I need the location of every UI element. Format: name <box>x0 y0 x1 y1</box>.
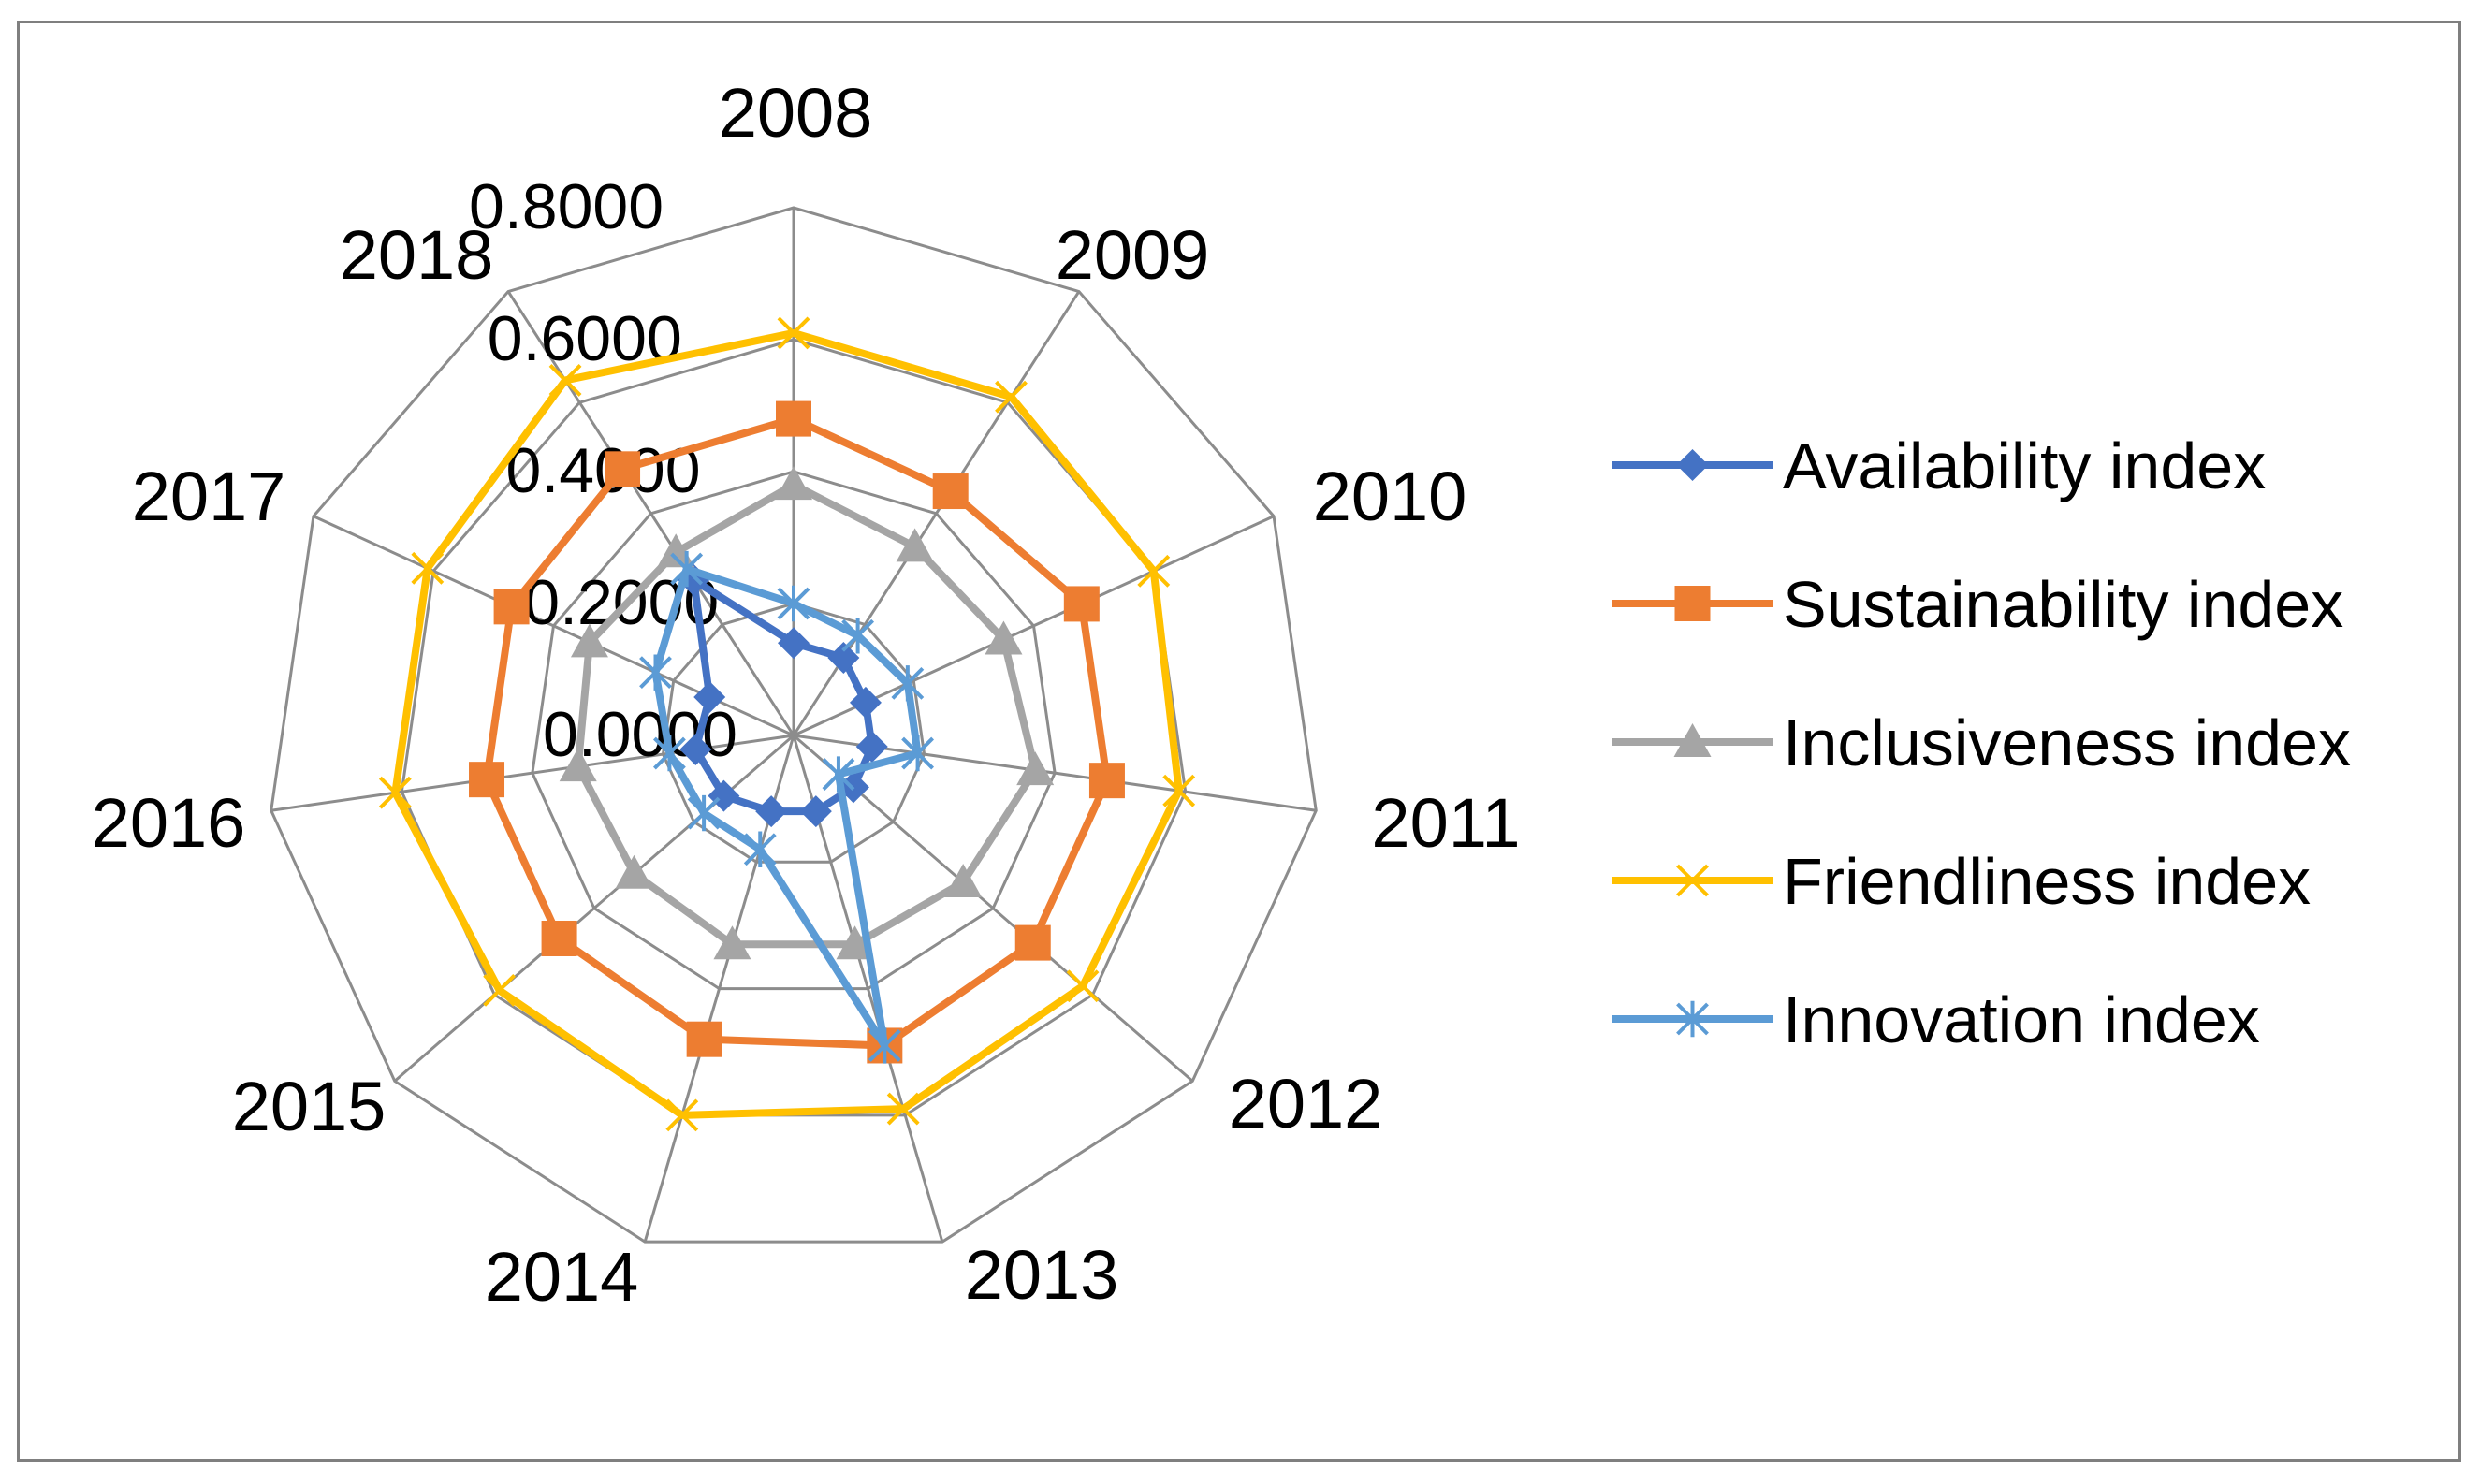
radar-series <box>378 316 1196 1132</box>
series-point <box>639 654 672 691</box>
tick-label: 0.8000 <box>469 171 664 242</box>
series-point <box>1066 969 1100 1003</box>
series-point <box>775 466 812 501</box>
series-point <box>985 620 1023 655</box>
series-point <box>665 1098 699 1132</box>
category-label: 2016 <box>92 784 246 862</box>
series-point <box>743 831 777 867</box>
legend-label: Inclusiveness index <box>1783 706 2351 779</box>
series-point <box>693 680 726 713</box>
series-point <box>777 585 810 622</box>
series-point <box>827 641 860 674</box>
series-point <box>652 735 686 772</box>
legend-swatch-marker <box>1673 723 1712 757</box>
legend-label: Sustainability index <box>1783 568 2343 641</box>
series-point <box>886 1092 920 1126</box>
legend-item: Availability index <box>1612 429 2266 502</box>
series-point <box>776 400 811 437</box>
category-label: 2010 <box>1313 458 1467 535</box>
series-point <box>901 735 935 772</box>
category-label: 2012 <box>1229 1065 1383 1142</box>
grid-ring <box>531 470 1057 991</box>
series-point <box>378 776 412 809</box>
series-point <box>868 1027 901 1064</box>
series-point <box>1137 554 1171 588</box>
legend-label: Availability index <box>1783 429 2266 502</box>
legend-item: Inclusiveness index <box>1612 706 2351 779</box>
series-point <box>605 451 641 487</box>
series-point <box>855 731 888 764</box>
legend-label: Innovation index <box>1783 983 2260 1056</box>
category-label: 2008 <box>719 74 873 152</box>
series-point <box>1063 586 1100 622</box>
series-point <box>1014 924 1051 961</box>
series-point <box>411 551 445 585</box>
series-point <box>670 550 704 588</box>
series-point <box>995 380 1028 414</box>
series-point <box>493 589 530 625</box>
series-point <box>841 618 875 654</box>
series-point <box>657 533 695 568</box>
legend-swatch-marker <box>1676 1000 1709 1038</box>
series-point <box>469 762 505 798</box>
series-point <box>778 627 810 660</box>
series-point <box>849 686 882 719</box>
series-point <box>1162 774 1196 807</box>
legend-label: Friendliness index <box>1783 845 2311 918</box>
series-point <box>713 925 751 960</box>
series-point <box>679 734 712 766</box>
series-point <box>686 1021 722 1057</box>
series-point <box>708 779 740 812</box>
legend-item: Sustainability index <box>1612 568 2343 641</box>
category-label: 2013 <box>965 1236 1119 1314</box>
series-line <box>483 415 1111 1050</box>
category-label: 2011 <box>1371 784 1520 862</box>
series-line <box>391 328 1183 1119</box>
legend-item: Friendliness index <box>1612 845 2311 918</box>
series-point <box>559 748 597 782</box>
legend-item: Innovation index <box>1612 983 2260 1056</box>
series-point <box>483 973 517 1007</box>
series-point <box>570 623 608 658</box>
series-point <box>541 920 577 956</box>
series-point <box>891 665 925 702</box>
legend-swatch-marker <box>1676 449 1709 481</box>
series-point <box>822 756 855 793</box>
category-label: 2015 <box>232 1068 387 1145</box>
series-point <box>896 528 934 562</box>
series-line <box>574 481 1040 949</box>
series-point <box>687 794 721 832</box>
chart-frame <box>17 21 2461 1462</box>
series-point <box>777 316 810 350</box>
series-point <box>799 795 832 828</box>
category-label: 2018 <box>340 216 494 294</box>
series-point <box>615 854 653 889</box>
grid-ring <box>270 206 1318 1244</box>
grid-ring <box>661 602 926 864</box>
category-label: 2014 <box>485 1238 639 1316</box>
series-point <box>944 863 983 897</box>
category-label: 2017 <box>132 458 286 535</box>
grid-spoke <box>506 290 795 736</box>
series-point <box>1088 763 1125 799</box>
legend: Availability index Sustainability index In… <box>1612 429 2351 1056</box>
category-label: 2009 <box>1056 216 1210 294</box>
series-point <box>1016 751 1055 786</box>
legend-swatch-marker <box>1676 864 1709 897</box>
series-point <box>836 925 874 960</box>
category-labels: 2008 2009 2010 2011 2012 2013 2014 2015 2016 2017… <box>92 74 1521 1316</box>
series-point <box>932 473 969 510</box>
series-point <box>548 364 582 397</box>
legend-swatch-marker <box>1674 586 1711 621</box>
series-point <box>755 795 788 828</box>
radar-grid <box>270 206 1318 1244</box>
